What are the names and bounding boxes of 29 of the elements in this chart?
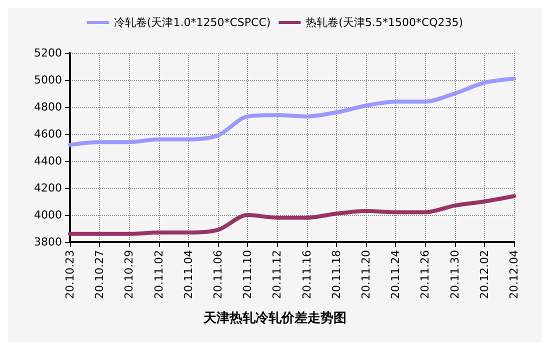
y-tick-label: 4200 [34,182,62,194]
line-series [68,76,516,147]
y-tick-label: 4000 [34,208,62,222]
y-tick-label: 4800 [34,100,62,114]
x-tick-label: 20.11.24 [389,250,402,299]
x-tick-label: 20.11.02 [152,250,166,299]
y-tick-label: 5000 [34,74,62,86]
y-tick-label: 4400 [34,154,62,168]
y-tick-label: 5200 [34,46,62,60]
x-tick-label: 20.12.02 [478,250,491,299]
x-tick-label: 20.11.20 [360,250,372,299]
x-tick-label: 20.11.12 [270,250,284,299]
legend-label: 冷轧卷(天津1.0*1250*CSPCC) [114,16,271,29]
x-tick-label: 20.11.06 [212,250,224,299]
line-series [68,194,516,236]
x-tick-label: 20.11.04 [182,250,195,299]
x-tick-label: 20.11.26 [418,250,432,299]
x-tick-label: 20.11.18 [330,250,343,299]
x-tick-label: 20.10.23 [64,250,76,299]
text: 天津热轧冷轧价差走势图 [202,310,346,326]
y-tick-label: 4600 [34,128,62,140]
x-tick-label: 20.10.27 [93,250,106,299]
x-tick-label: 20.11.10 [241,250,254,299]
x-tick-label: 20.12.04 [508,250,520,299]
x-tick-label: 20.11.16 [300,250,314,299]
x-tick-label: 20.11.30 [448,250,462,299]
y-tick-label: 3800 [34,236,62,248]
legend-label: 热轧卷(天津5.5*1500*CQ235) [306,16,464,29]
x-tick-label: 20.10.29 [122,250,136,299]
